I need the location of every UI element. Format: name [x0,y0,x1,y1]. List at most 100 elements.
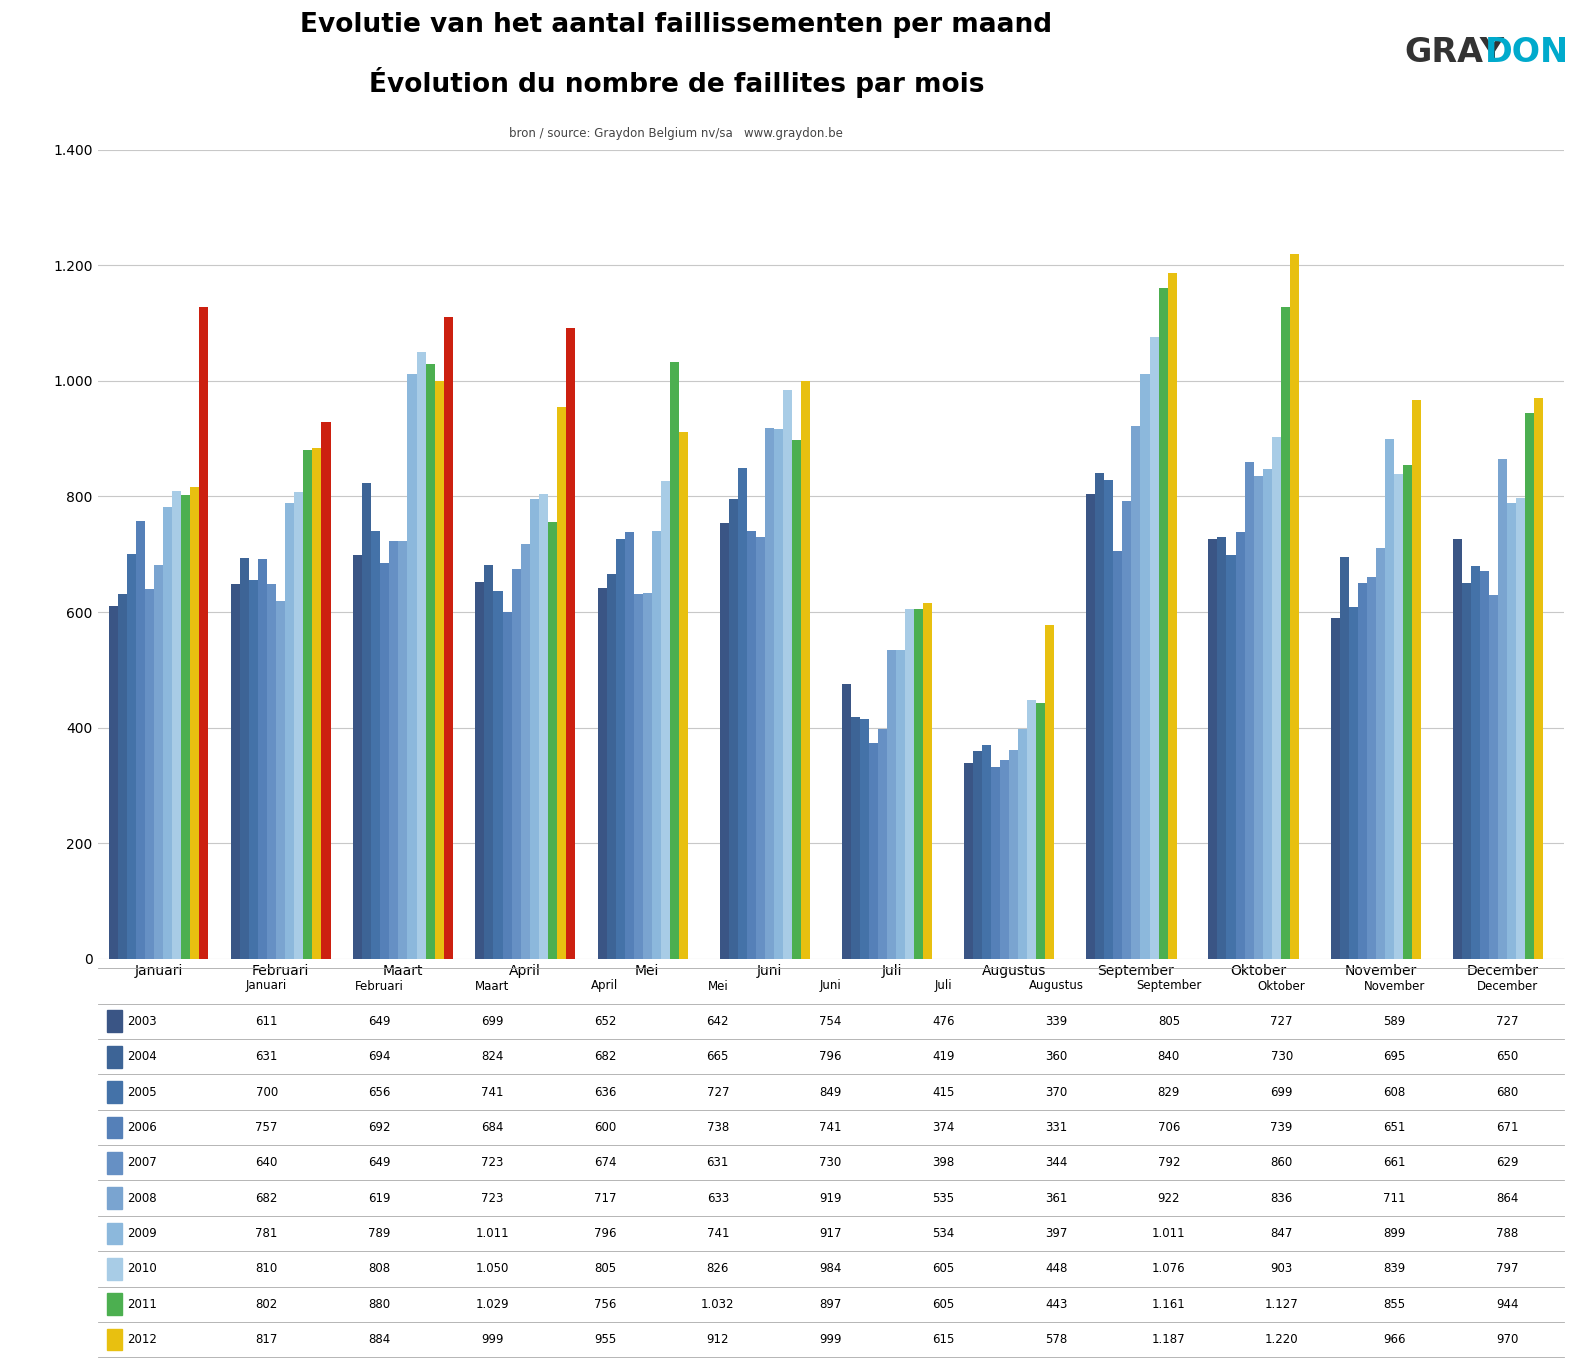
Bar [842,684,851,959]
Text: 600: 600 [595,1121,617,1134]
Bar [444,317,453,959]
Bar [1357,582,1367,959]
Text: DON: DON [1485,35,1568,69]
Text: 864: 864 [1496,1191,1518,1205]
Bar [923,604,933,959]
Text: Evolutie van het aantal faillissementen per maand: Evolutie van het aantal faillissementen … [300,12,1052,38]
Text: 810: 810 [255,1262,278,1276]
Bar [1037,703,1046,959]
Text: 805: 805 [595,1262,617,1276]
Bar [135,521,145,959]
Bar [1348,608,1357,959]
Text: Februari: Februari [355,979,404,993]
Bar [1254,476,1263,959]
Bar [294,492,304,959]
Bar [390,541,398,959]
Bar [285,503,294,959]
Bar [680,431,687,959]
Text: Évolution du nombre de faillites par mois: Évolution du nombre de faillites par moi… [368,67,985,98]
Text: 589: 589 [1383,1015,1406,1028]
Bar [241,558,249,959]
Text: 912: 912 [706,1333,728,1346]
Bar [1497,460,1507,959]
Text: 922: 922 [1158,1191,1180,1205]
Text: 839: 839 [1383,1262,1406,1276]
Text: 984: 984 [820,1262,842,1276]
Bar [1131,426,1140,959]
Text: Augustus: Augustus [1029,979,1084,993]
Text: 727: 727 [1271,1015,1293,1028]
Text: 944: 944 [1496,1297,1518,1311]
Text: 700: 700 [255,1085,278,1099]
Text: 966: 966 [1383,1333,1406,1346]
Bar [511,570,521,959]
Text: 1.220: 1.220 [1265,1333,1298,1346]
Bar [1123,500,1131,959]
Text: 792: 792 [1158,1156,1180,1170]
Text: 671: 671 [1496,1121,1518,1134]
Text: 649: 649 [368,1156,390,1170]
Bar [475,582,484,959]
Text: 534: 534 [933,1227,955,1240]
Bar [381,563,390,959]
Bar [494,592,502,959]
Bar [502,612,511,959]
Text: 448: 448 [1044,1262,1066,1276]
Text: Januari: Januari [245,979,288,993]
Text: 824: 824 [481,1050,503,1064]
Bar [407,374,417,959]
Text: 370: 370 [1044,1085,1066,1099]
Bar [1104,480,1114,959]
Bar [1367,577,1376,959]
Bar [728,499,738,959]
Text: 650: 650 [1496,1050,1518,1064]
Bar [643,593,651,959]
Text: 2011: 2011 [127,1297,157,1311]
Bar [1244,462,1254,959]
Text: 1.011: 1.011 [1151,1227,1186,1240]
Bar [1159,288,1167,959]
Bar [720,524,728,959]
Text: 805: 805 [1158,1015,1180,1028]
Text: 636: 636 [595,1085,617,1099]
Bar [566,328,574,959]
Bar [651,530,661,959]
Bar [127,555,135,959]
Text: 611: 611 [255,1015,278,1028]
Text: 674: 674 [593,1156,617,1170]
Text: 2004: 2004 [127,1050,157,1064]
Text: 695: 695 [1383,1050,1406,1064]
Bar [670,362,680,959]
Bar [354,555,362,959]
Text: 849: 849 [820,1085,842,1099]
Text: 917: 917 [820,1227,842,1240]
Bar [1403,465,1413,959]
Bar [1087,494,1095,959]
Text: 374: 374 [933,1121,955,1134]
Bar [774,428,783,959]
Bar [598,588,607,959]
Text: 629: 629 [1496,1156,1518,1170]
Text: 903: 903 [1271,1262,1293,1276]
Bar [1480,571,1490,959]
Text: September: September [1136,979,1202,993]
Text: 826: 826 [706,1262,728,1276]
Text: 788: 788 [1496,1227,1518,1240]
Text: 817: 817 [255,1333,278,1346]
Bar [530,499,538,959]
Text: 2010: 2010 [127,1262,157,1276]
Text: 419: 419 [933,1050,955,1064]
Bar [1167,273,1177,959]
Text: 415: 415 [933,1085,955,1099]
Text: 2007: 2007 [127,1156,157,1170]
Text: 684: 684 [481,1121,503,1134]
Bar [1095,473,1104,959]
Text: 2006: 2006 [127,1121,157,1134]
Text: 694: 694 [368,1050,390,1064]
Bar [434,381,444,959]
Bar [1331,619,1340,959]
Text: 656: 656 [368,1085,390,1099]
Text: 840: 840 [1158,1050,1180,1064]
Bar [190,487,200,959]
Bar [304,450,313,959]
